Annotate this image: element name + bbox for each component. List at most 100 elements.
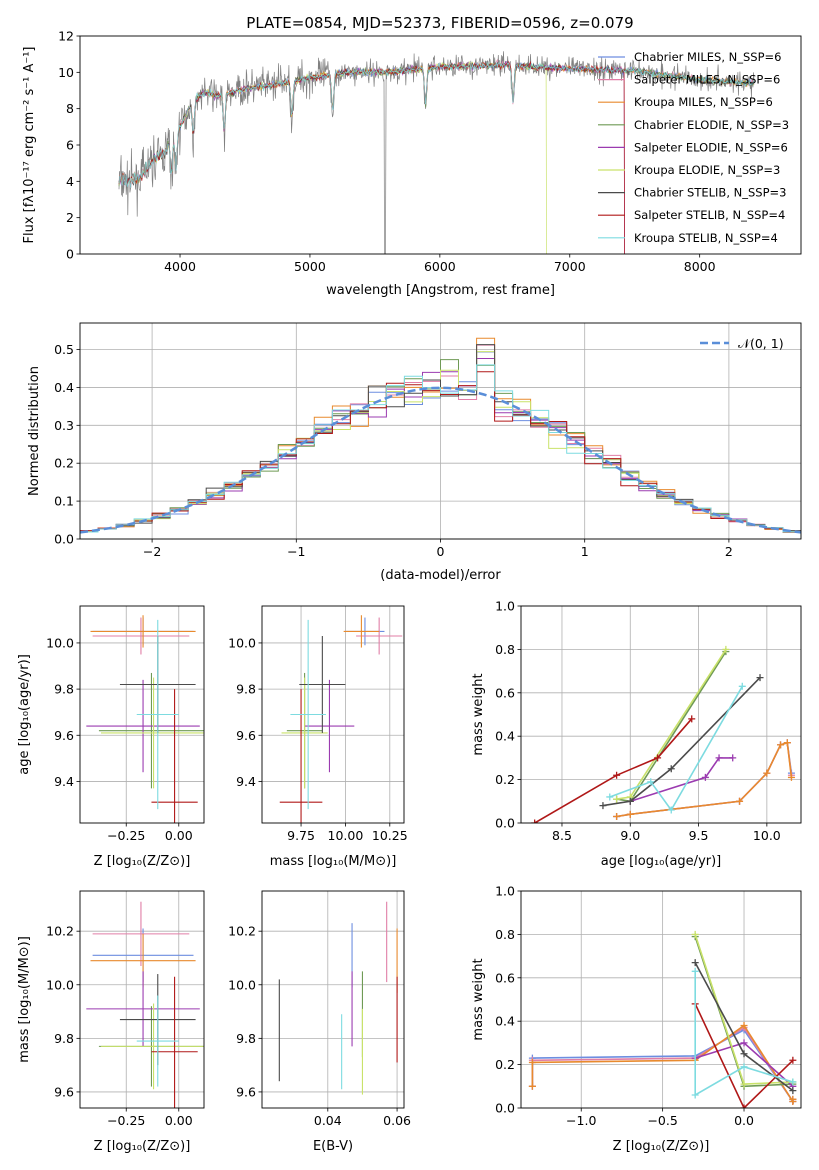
x-axis-label: mass [log₁₀(M/M⊙)] xyxy=(270,854,397,869)
panel-weight_vs_Z: −1.0 −0.5 0.0 0.0 0.2 0.4 0.6 0.8 1.0 Z [log₁₀(Z/… xyxy=(471,884,802,1154)
y-tick-label: 10.2 xyxy=(228,924,256,939)
weight-marker xyxy=(777,741,785,749)
weight-series-kroupa-miles xyxy=(613,739,795,820)
x-axis-label: (data-model)/error xyxy=(380,568,501,583)
model-spectrum-kroupa-stelib xyxy=(118,61,755,188)
y-tick-label: 0.6 xyxy=(495,685,515,700)
errorbar-kroupa-elodie xyxy=(281,677,328,789)
y-tick-label: 0.0 xyxy=(495,1101,515,1116)
x-tick-label: 9.0 xyxy=(620,828,640,843)
y-tick-label: 10.0 xyxy=(46,977,74,992)
weight-line xyxy=(609,685,743,812)
y-tick-label: 0.0 xyxy=(495,816,515,831)
y-tick-label: 0.8 xyxy=(495,642,515,657)
x-tick-label: 10.25 xyxy=(372,828,408,843)
y-tick-label: 9.6 xyxy=(236,728,256,743)
x-tick-label: 0.0 xyxy=(734,1113,754,1128)
weight-marker xyxy=(613,795,621,803)
y-tick-label: 0.2 xyxy=(54,456,74,471)
weight-marker xyxy=(789,1056,797,1064)
y-axis-label: Normed distribution xyxy=(27,366,42,496)
y-tick-label: 9.6 xyxy=(236,1084,256,1099)
weight-series-kroupa-miles xyxy=(528,1022,797,1105)
weight-marker xyxy=(789,1095,797,1103)
weight-marker xyxy=(722,645,730,653)
weight-marker xyxy=(701,773,709,781)
weight-marker xyxy=(691,959,699,967)
weight-marker xyxy=(740,1080,748,1088)
axes-age_vs_mass: 9.75 10.00 10.25 9.4 9.6 9.8 10.0 mass [log₁₀(M… xyxy=(228,606,408,869)
legend-label: 𝒩(0, 1) xyxy=(738,336,784,351)
y-tick-label: 0.5 xyxy=(54,342,74,357)
model-spectrum-salpeter-elodie xyxy=(118,61,625,254)
y-tick-label: 0.4 xyxy=(495,1014,515,1029)
weight-marker xyxy=(528,1082,536,1090)
x-tick-label: −0.5 xyxy=(647,1113,677,1128)
y-tick-label: 10.0 xyxy=(228,635,256,650)
y-axis-label: mass weight xyxy=(471,958,486,1040)
plot-frame xyxy=(261,605,405,824)
axes-residuals: −2 −1 0 1 2 0.0 0.1 0.2 0.3 0.4 0.5 (data-model)/er… xyxy=(27,323,801,583)
y-tick-label: 2 xyxy=(66,210,74,225)
weight-series-chabrier-stelib xyxy=(691,959,797,1095)
axes-age_vs_Z: −0.25 0.00 9.4 9.6 9.8 10.0 Z [log₁₀(Z/Z⊙)] age… xyxy=(17,606,204,869)
weight-marker xyxy=(740,1022,748,1030)
weight-marker xyxy=(691,967,699,975)
errorbar-salpeter-elodie xyxy=(86,971,200,1047)
x-tick-label: 7000 xyxy=(554,259,586,274)
x-tick-label: 0.04 xyxy=(314,1113,342,1128)
plot-frame xyxy=(520,890,802,1109)
weight-marker xyxy=(647,778,655,786)
y-tick-label: 1.0 xyxy=(495,884,515,899)
weight-marker xyxy=(691,1091,699,1099)
weight-marker xyxy=(528,1058,536,1066)
weight-marker xyxy=(654,754,662,762)
weight-marker xyxy=(740,1063,748,1071)
legend-label: Salpeter STELIB, N_SSP=4 xyxy=(634,208,785,222)
x-tick-label: −0.25 xyxy=(107,1113,145,1128)
plot-area-residuals xyxy=(80,337,801,539)
errorbar-kroupa-miles xyxy=(90,615,196,648)
histogram-kroupa-stelib xyxy=(80,364,801,539)
x-tick-label: 4000 xyxy=(164,259,196,274)
y-tick-label: 12 xyxy=(58,29,74,44)
weight-marker xyxy=(613,812,621,820)
plot-area-mass_vs_ebv xyxy=(278,901,398,1095)
y-tick-label: 0 xyxy=(66,247,74,262)
errorbar-salpeter-elodie xyxy=(304,679,355,773)
axes-weight_vs_Z: −1.0 −0.5 0.0 0.0 0.2 0.4 0.6 0.8 1.0 Z [log₁₀(Z/… xyxy=(471,884,801,1154)
errorbar-chabrier-stelib xyxy=(299,636,346,733)
errorbar-kroupa-stelib xyxy=(136,619,179,810)
weight-series-kroupa-stelib xyxy=(691,967,797,1099)
weight-marker xyxy=(667,806,675,814)
errorbar-chabrier-elodie xyxy=(98,672,204,789)
y-tick-label: 0.4 xyxy=(495,729,515,744)
y-tick-label: 0.4 xyxy=(54,380,74,395)
weight-marker xyxy=(626,797,634,805)
weight-marker xyxy=(626,810,634,818)
axes-mass_vs_ebv: 0.04 0.06 9.6 9.8 10.0 10.2 E(B-V) xyxy=(228,891,411,1154)
plot-area-weight_vs_age xyxy=(531,645,795,823)
y-axis-label: Flux [fλ10⁻¹⁷ erg cm⁻² s⁻¹ A⁻¹] xyxy=(22,47,37,244)
errorbar-salpeter-miles xyxy=(356,617,403,655)
y-tick-label: 10 xyxy=(58,65,74,80)
y-tick-label: 10.2 xyxy=(46,924,74,939)
errorbar-salpeter-stelib xyxy=(279,689,323,823)
legend-label: Chabrier ELODIE, N_SSP=3 xyxy=(634,118,789,132)
x-tick-label: 0.06 xyxy=(383,1113,411,1128)
legend-label: Salpeter ELODIE, N_SSP=6 xyxy=(634,140,788,154)
x-axis-label: Z [log₁₀(Z/Z⊙)] xyxy=(94,1139,191,1154)
plot-frame xyxy=(79,605,205,824)
weight-line xyxy=(534,718,693,823)
y-tick-label: 9.6 xyxy=(54,728,74,743)
weight-marker xyxy=(763,769,771,777)
legend-label: Kroupa MILES, N_SSP=6 xyxy=(634,95,773,109)
panel-age_vs_Z: −0.25 0.00 9.4 9.6 9.8 10.0 Z [log₁₀(Z/Z⊙)] age… xyxy=(17,605,205,869)
plot-area-age_vs_mass xyxy=(279,615,403,823)
weight-marker xyxy=(787,773,795,781)
weight-marker xyxy=(789,1078,797,1086)
weight-marker xyxy=(599,802,607,810)
x-tick-label: 2 xyxy=(725,544,733,559)
panel-spectrum: 4000 5000 6000 7000 8000 0 2 4 6 8 10 12 wavelength … xyxy=(22,29,802,298)
y-tick-label: 0.1 xyxy=(54,494,74,509)
